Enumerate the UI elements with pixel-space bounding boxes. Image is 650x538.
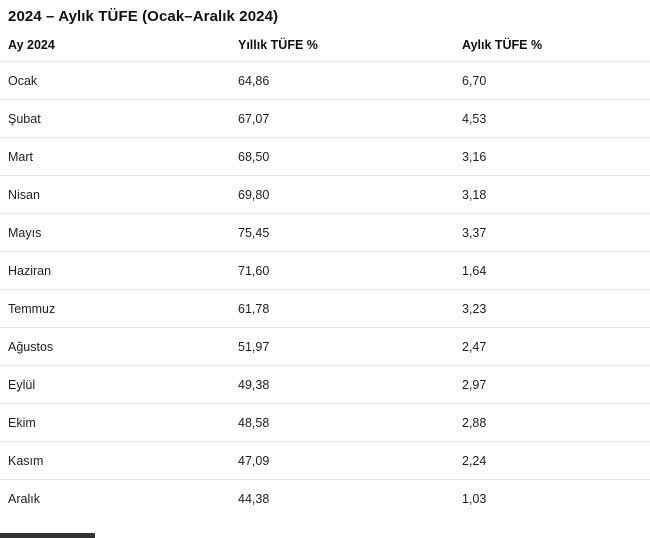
table-row: Temmuz 61,78 3,23	[0, 289, 650, 328]
table-body: Ocak 64,86 6,70 Şubat 67,07 4,53 Mart 68,50 3,16…	[0, 61, 650, 518]
monthly-value-cell: 2,88	[462, 403, 650, 442]
month-cell: Aralık	[8, 491, 40, 506]
tufe-table: Ay 2024 Yıllık TÜFE % Aylık TÜFE % Ocak 6…	[0, 26, 650, 518]
yearly-value-cell: 61,78	[238, 289, 462, 328]
monthly-value-cell: 4,53	[462, 99, 650, 138]
table-row: Nisan 69,80 3,18	[0, 175, 650, 214]
table-row: Şubat 67,07 4,53	[0, 99, 650, 138]
month-cell: Kasım	[0, 441, 238, 480]
table-row: Eylül 49,38 2,97	[0, 365, 650, 404]
monthly-value-cell: 1,64	[462, 251, 650, 290]
page-title: 2024 – Aylık TÜFE (Ocak–Aralık 2024)	[8, 8, 279, 25]
yearly-value-cell: 49,38	[238, 365, 462, 404]
month-cell: Eylül	[0, 365, 238, 404]
monthly-value-cell: 1,03	[462, 491, 487, 506]
month-cell: Mayıs	[0, 213, 238, 252]
column-header-yearly-tufe: Yıllık TÜFE %	[238, 26, 462, 62]
monthly-value-cell: 3,37	[462, 213, 650, 252]
monthly-value-cell: 6,70	[462, 61, 650, 100]
monthly-value-cell: 3,16	[462, 137, 650, 176]
table-header-row: Ay 2024 Yıllık TÜFE % Aylık TÜFE %	[0, 26, 650, 62]
month-cell: Nisan	[0, 175, 238, 214]
month-cell: Mart	[0, 137, 238, 176]
table-row: Ocak 64,86 6,70	[0, 61, 650, 100]
table-row: Haziran 71,60 1,64	[0, 251, 650, 290]
yearly-value-cell: 47,09	[238, 441, 462, 480]
column-header-monthly-tufe: Aylık TÜFE %	[462, 26, 650, 62]
monthly-value-cell: 2,47	[462, 327, 650, 366]
monthly-value-cell: 3,23	[462, 289, 650, 328]
monthly-value-cell: 2,97	[462, 365, 650, 404]
yearly-value-cell: 64,86	[238, 61, 462, 100]
month-cell: Şubat	[0, 99, 238, 138]
table-row: Ekim 48,58 2,88	[0, 403, 650, 442]
month-cell: Haziran	[0, 251, 238, 290]
yearly-value-cell: 69,80	[238, 175, 462, 214]
table-row: Mart 68,50 3,16	[0, 137, 650, 176]
yearly-value-cell: 48,58	[238, 403, 462, 442]
yearly-value-cell: 68,50	[238, 137, 462, 176]
month-cell: Temmuz	[0, 289, 238, 328]
yearly-value-cell: 44,38	[238, 491, 270, 506]
table-header: Ay 2024 Yıllık TÜFE % Aylık TÜFE %	[0, 26, 650, 62]
month-cell: Ocak	[0, 61, 238, 100]
yearly-value-cell: 71,60	[238, 251, 462, 290]
table-row: Aralık 44,38 1,03	[0, 480, 650, 518]
month-cell: Ekim	[0, 403, 238, 442]
month-cell: Ağustos	[0, 327, 238, 366]
column-header-month: Ay 2024	[0, 26, 238, 62]
table-row: Kasım 47,09 2,24	[0, 441, 650, 480]
monthly-value-cell: 2,24	[462, 441, 650, 480]
table-row: Ağustos 51,97 2,47	[0, 327, 650, 366]
horizontal-scrollbar-thumb[interactable]	[0, 533, 95, 538]
yearly-value-cell: 51,97	[238, 327, 462, 366]
monthly-value-cell: 3,18	[462, 175, 650, 214]
yearly-value-cell: 75,45	[238, 213, 462, 252]
table-row: Mayıs 75,45 3,37	[0, 213, 650, 252]
yearly-value-cell: 67,07	[238, 99, 462, 138]
